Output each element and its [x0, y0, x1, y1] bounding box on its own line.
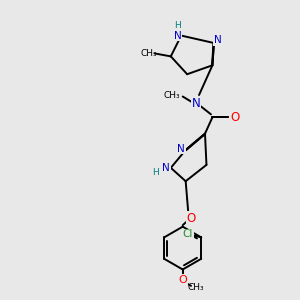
Text: H: H — [174, 21, 181, 30]
Text: CH₃: CH₃ — [140, 49, 157, 58]
Text: N: N — [177, 143, 185, 154]
Text: N: N — [163, 163, 170, 173]
Text: H: H — [153, 168, 159, 177]
Text: N: N — [192, 98, 200, 110]
Text: Cl: Cl — [183, 230, 193, 239]
Text: N: N — [214, 35, 221, 45]
Text: O: O — [231, 111, 240, 124]
Text: O: O — [186, 212, 196, 225]
Text: CH₃: CH₃ — [188, 283, 204, 292]
Text: CH₃: CH₃ — [164, 91, 181, 100]
Text: N: N — [174, 31, 182, 40]
Text: O: O — [178, 275, 187, 285]
